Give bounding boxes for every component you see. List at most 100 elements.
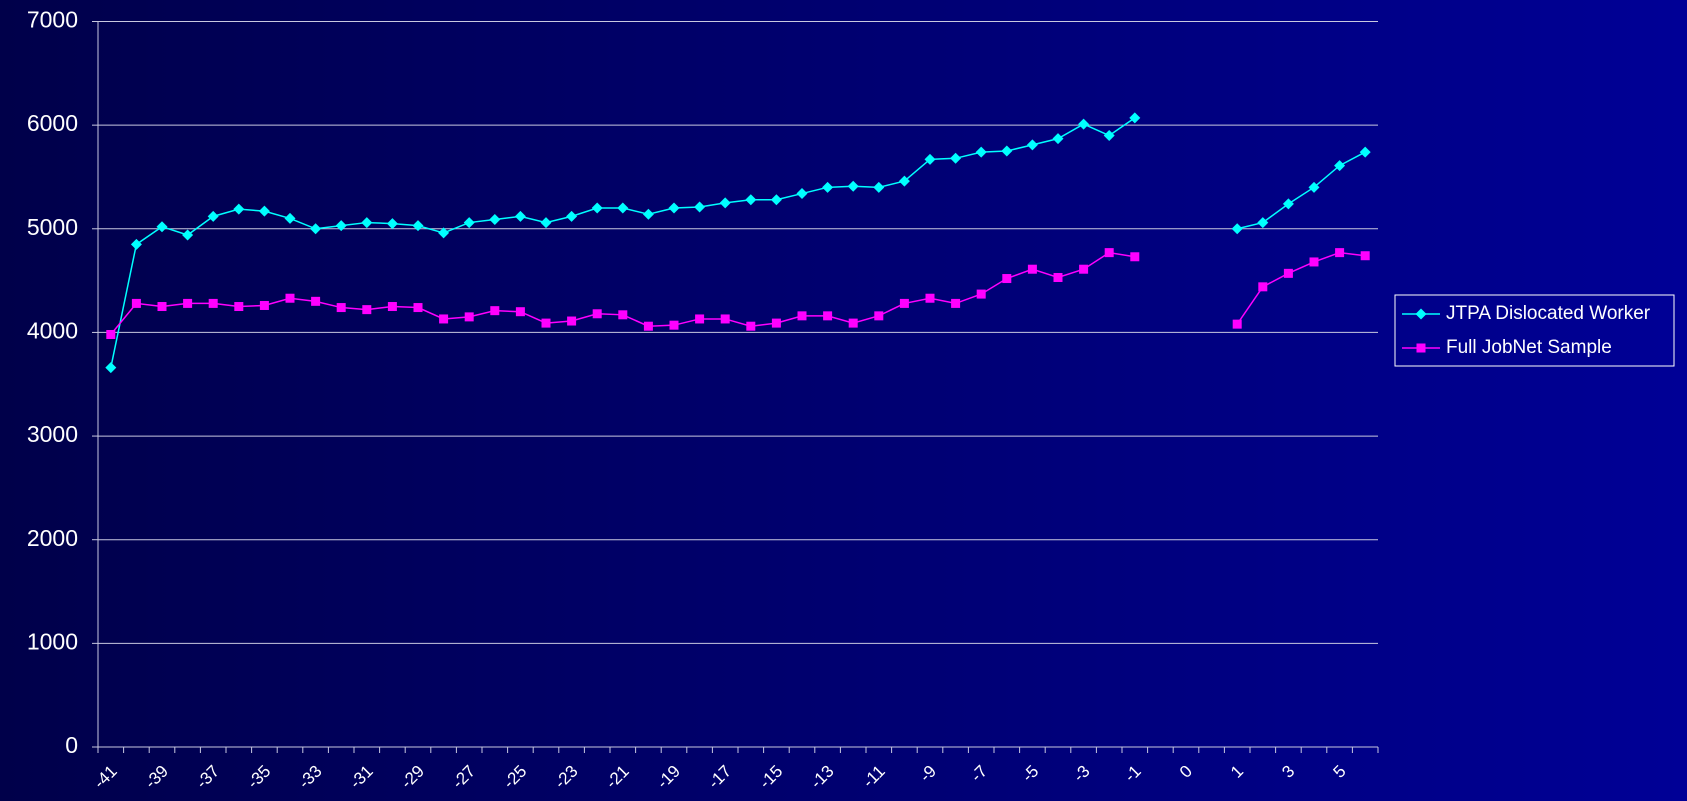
marker (745, 194, 757, 206)
marker (1360, 251, 1370, 261)
legend-marker (1415, 308, 1427, 320)
marker (1130, 252, 1140, 262)
marker (258, 205, 270, 217)
marker (770, 194, 782, 206)
marker (1026, 139, 1038, 151)
legend-label: Full JobNet Sample (1446, 337, 1612, 358)
marker (1283, 268, 1293, 278)
marker (720, 314, 730, 324)
marker (362, 305, 372, 315)
marker (285, 293, 295, 303)
marker (746, 321, 756, 331)
marker (566, 210, 578, 222)
legend-marker (1416, 343, 1426, 353)
marker (951, 298, 961, 308)
marker (106, 330, 116, 340)
marker (413, 303, 423, 313)
y-tick-label: 3000 (27, 421, 78, 447)
marker (489, 213, 501, 225)
marker (1053, 272, 1063, 282)
series-line (110, 251, 1366, 335)
marker (105, 362, 117, 374)
marker (847, 180, 859, 192)
y-tick-label: 0 (65, 732, 78, 758)
marker (592, 309, 602, 319)
x-tick-label: -39 (141, 762, 172, 793)
marker (1257, 217, 1269, 229)
x-tick-label: -27 (448, 762, 479, 793)
marker (439, 314, 449, 324)
legend-box (1394, 294, 1675, 367)
marker (208, 298, 218, 308)
marker (1258, 282, 1268, 292)
marker (490, 306, 500, 316)
x-tick-label: -31 (346, 762, 377, 793)
x-tick-label: -37 (192, 762, 223, 793)
marker (387, 302, 397, 312)
marker (643, 321, 653, 331)
x-tick-label: -29 (397, 762, 428, 793)
marker (567, 316, 577, 326)
marker (515, 307, 525, 317)
marker (183, 298, 193, 308)
marker (1052, 133, 1064, 145)
marker (1002, 274, 1012, 284)
marker (310, 223, 322, 235)
x-tick-label: -25 (500, 762, 531, 793)
marker (130, 238, 142, 250)
marker (157, 302, 167, 312)
marker (669, 320, 679, 330)
x-tick-label: -7 (967, 762, 991, 786)
marker (1282, 198, 1294, 210)
x-tick-label: -19 (653, 762, 684, 793)
x-tick-label: -41 (90, 762, 121, 793)
x-tick-label: -13 (807, 762, 838, 793)
marker (1079, 264, 1089, 274)
marker (1359, 146, 1371, 158)
marker (1231, 223, 1243, 235)
marker (361, 217, 373, 229)
x-tick-label: -17 (704, 762, 735, 793)
x-tick-label: 5 (1329, 762, 1349, 782)
marker (695, 314, 705, 324)
marker (259, 300, 269, 310)
marker (694, 201, 706, 213)
marker (1309, 257, 1319, 267)
marker (541, 318, 551, 328)
x-tick-label: -3 (1069, 762, 1093, 786)
y-tick-label: 5000 (27, 214, 78, 240)
legend-label: JTPA Dislocated Worker (1446, 303, 1651, 324)
marker (463, 217, 475, 229)
marker (796, 188, 808, 200)
marker (1001, 145, 1013, 157)
marker (233, 203, 245, 215)
marker (874, 311, 884, 321)
marker (1078, 118, 1090, 130)
marker (617, 202, 629, 214)
marker (975, 146, 987, 158)
marker (156, 221, 168, 233)
marker (976, 289, 986, 299)
marker (386, 218, 398, 230)
marker (797, 311, 807, 321)
marker (335, 220, 347, 232)
marker (131, 298, 141, 308)
x-tick-label: -1 (1121, 762, 1145, 786)
marker (514, 210, 526, 222)
marker (540, 217, 552, 229)
marker (924, 153, 936, 165)
marker (591, 202, 603, 214)
marker (1335, 248, 1345, 258)
series-line (110, 117, 1366, 368)
marker (1103, 130, 1115, 142)
y-tick-label: 6000 (27, 110, 78, 136)
x-tick-label: 3 (1278, 762, 1298, 782)
x-tick-label: -15 (756, 762, 787, 793)
x-tick-label: -33 (295, 762, 326, 793)
marker (899, 298, 909, 308)
marker (925, 293, 935, 303)
marker (950, 152, 962, 164)
marker (412, 220, 424, 232)
marker (284, 212, 296, 224)
